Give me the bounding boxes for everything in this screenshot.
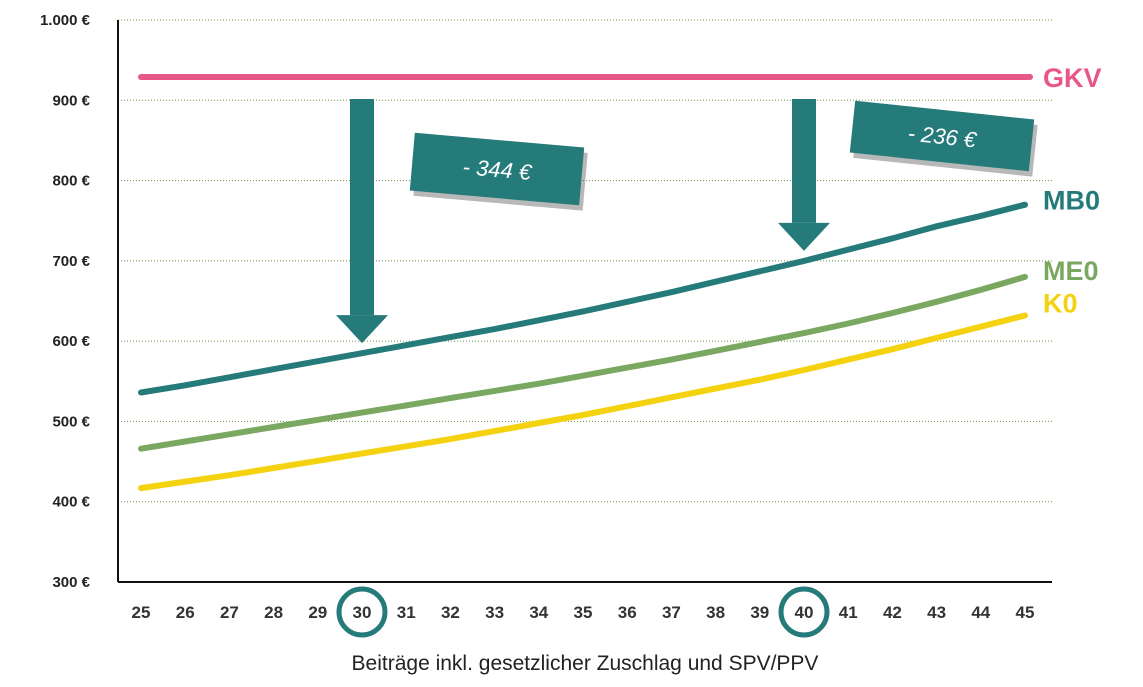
x-tick-label: 43 bbox=[927, 603, 946, 622]
x-tick-label: 38 bbox=[706, 603, 725, 622]
x-tick-label: 31 bbox=[397, 603, 416, 622]
series-lines bbox=[138, 74, 1033, 492]
y-tick-label: 700 € bbox=[52, 253, 90, 270]
series-line-me0 bbox=[138, 273, 1028, 452]
x-tick-label: 28 bbox=[264, 603, 283, 622]
x-tick-label: 33 bbox=[485, 603, 504, 622]
highlight-circle bbox=[778, 586, 830, 638]
x-tick-label: 26 bbox=[176, 603, 195, 622]
y-axis-ticks: 300 € 400 € 500 € 600 € 700 € 800 € 900 € 1.000… bbox=[40, 12, 91, 591]
series-line-mb0 bbox=[138, 201, 1028, 396]
highlight-circle bbox=[336, 586, 388, 638]
x-tick-label: 27 bbox=[220, 603, 239, 622]
arrow-head bbox=[336, 315, 388, 344]
y-tick-label: 400 € bbox=[52, 494, 90, 511]
arrow-shaft bbox=[350, 99, 374, 316]
series-label-mb0: MB0 bbox=[1043, 186, 1100, 216]
annotation-background bbox=[849, 100, 1035, 172]
x-tick-label: 39 bbox=[750, 603, 769, 622]
y-tick-label: 600 € bbox=[52, 333, 90, 350]
annotation-background bbox=[409, 132, 585, 206]
x-tick-label: 30 bbox=[353, 603, 372, 622]
annotation-box: - 236 € bbox=[849, 100, 1038, 177]
arrow-head bbox=[778, 222, 830, 251]
x-tick-label: 32 bbox=[441, 603, 460, 622]
arrow-shaft bbox=[792, 99, 816, 223]
x-tick-label: 41 bbox=[839, 603, 858, 622]
y-tick-label: 300 € bbox=[52, 574, 90, 591]
axes bbox=[117, 20, 1052, 583]
y-tick-label: 900 € bbox=[52, 92, 90, 109]
series-line-k0 bbox=[138, 312, 1028, 492]
x-tick-label: 44 bbox=[971, 603, 990, 622]
x-tick-label: 35 bbox=[574, 603, 593, 622]
y-tick-label: 500 € bbox=[52, 413, 90, 430]
annotation-box: - 344 € bbox=[409, 132, 588, 211]
difference-arrows: - 344 € - 236 € bbox=[336, 99, 1038, 344]
x-tick-label: 25 bbox=[132, 603, 151, 622]
x-tick-label: 37 bbox=[662, 603, 681, 622]
x-tick-label: 42 bbox=[883, 603, 902, 622]
series-label-k0: K0 bbox=[1043, 288, 1078, 318]
x-highlight-circles bbox=[336, 586, 830, 638]
series-label-gkv: GKV bbox=[1043, 63, 1102, 93]
x-axis-label: Beiträge inkl. gesetzlicher Zuschlag und… bbox=[352, 652, 819, 675]
x-tick-label: 36 bbox=[618, 603, 637, 622]
x-tick-label: 45 bbox=[1016, 603, 1035, 622]
y-tick-label: 1.000 € bbox=[40, 12, 91, 29]
y-tick-label: 800 € bbox=[52, 173, 90, 190]
x-tick-label: 29 bbox=[308, 603, 327, 622]
x-axis-ticks: 25 26 27 28 29 30 31 32 33 34 35 36 37 38 39 40 41 42 43 44… bbox=[132, 603, 1035, 622]
series-label-me0: ME0 bbox=[1043, 256, 1099, 286]
annotation-text: - 344 € bbox=[462, 154, 534, 185]
x-tick-label: 34 bbox=[529, 603, 548, 622]
x-tick-label: 40 bbox=[795, 603, 814, 622]
